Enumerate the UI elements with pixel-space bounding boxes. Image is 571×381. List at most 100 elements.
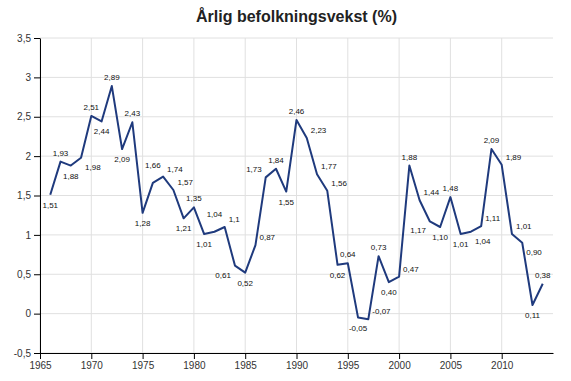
x-tick: 1990 (286, 353, 309, 371)
y-tick-label: -0,5 (14, 348, 32, 359)
data-label: 1,88 (63, 172, 79, 181)
grid-line-x (347, 38, 348, 353)
y-tick: 3,5 (17, 33, 40, 44)
grid-line-x (450, 38, 451, 353)
x-tick-mark (143, 353, 144, 359)
grid-line-x (296, 38, 297, 353)
x-tick: 1995 (337, 353, 360, 371)
data-labels: 1,511,931,881,982,512,442,892,092,431,28… (42, 73, 551, 333)
data-label: 1,88 (402, 153, 418, 162)
chart: 1965197019751980198519901995200020052010… (0, 0, 571, 381)
data-label: 1,56 (331, 179, 347, 188)
grid-line-x (245, 38, 246, 353)
data-label: 1,57 (177, 178, 193, 187)
y-tick: 2 (25, 151, 40, 162)
y-tick-mark (34, 77, 40, 78)
data-label: 1,01 (453, 240, 469, 249)
grid (40, 38, 553, 353)
data-label: 0,47 (403, 265, 419, 274)
y-tick: -0,5 (14, 348, 40, 359)
data-label: 2,23 (311, 126, 327, 135)
grid-line-x (142, 38, 143, 353)
y-tick-mark (34, 235, 40, 236)
data-label: 0,87 (259, 233, 275, 242)
data-label: 1,74 (167, 165, 183, 174)
data-label: 1,48 (443, 184, 459, 193)
data-label: 1,01 (516, 222, 532, 231)
plot-area (50, 86, 542, 319)
x-tick-label: 1975 (132, 360, 155, 371)
data-label: 2,43 (125, 109, 141, 118)
y-tick: 0 (25, 308, 40, 319)
data-label: 1,01 (196, 240, 212, 249)
x-tick-label: 2005 (440, 360, 463, 371)
data-label: 2,46 (289, 107, 305, 116)
x-tick-mark (348, 353, 349, 359)
x-tick-label: 2010 (491, 360, 514, 371)
x-tick-mark (297, 353, 298, 359)
data-label: 1,89 (506, 153, 522, 162)
grid-line-x (91, 38, 92, 353)
x-tick: 1975 (132, 353, 155, 371)
y-tick-label: 3 (25, 72, 31, 83)
data-label: 1,55 (278, 198, 294, 207)
y-tick: 0,5 (17, 269, 40, 280)
x-tick-mark (194, 353, 195, 359)
y-tick-label: 2,5 (17, 111, 31, 122)
x-tick-mark (245, 353, 246, 359)
y-tick: 1,5 (17, 190, 40, 201)
data-label: 0,40 (381, 288, 397, 297)
x-tick-label: 1995 (337, 360, 360, 371)
x-tick: 1965 (29, 353, 52, 371)
x-tick-label: 2000 (388, 360, 411, 371)
y-tick-mark (34, 314, 40, 315)
title: Årlig befolkningsvekst (%) (196, 7, 397, 25)
data-label: 1,77 (321, 162, 337, 171)
data-label: 1,66 (145, 161, 161, 170)
data-label: 1,21 (176, 224, 192, 233)
data-label: 1,44 (424, 188, 440, 197)
y-tick: 3 (25, 72, 40, 83)
data-label: -0,05 (349, 324, 368, 333)
data-label: 1,10 (432, 233, 448, 242)
y-tick-label: 0 (25, 308, 31, 319)
x-tick-mark (40, 353, 41, 359)
data-label: 1,28 (135, 219, 151, 228)
data-label: 1,04 (207, 210, 223, 219)
y-axis: -0,5 0 0,5 1 1,5 2 2,5 3 3,5 (14, 33, 41, 359)
line (50, 86, 542, 319)
y-tick-label: 1,5 (17, 190, 31, 201)
data-label: 0,73 (371, 243, 387, 252)
x-tick-label: 1965 (29, 360, 52, 371)
x-tick-mark (450, 353, 451, 359)
y-tick-mark (34, 196, 40, 197)
y-tick-label: 0,5 (17, 269, 31, 280)
y-tick-mark (34, 117, 40, 118)
x-tick: 2010 (491, 353, 514, 371)
data-label: 2,09 (484, 136, 500, 145)
x-tick: 1985 (235, 353, 258, 371)
y-tick-mark (34, 353, 40, 354)
x-tick-label: 1980 (183, 360, 206, 371)
grid-line-x (399, 38, 400, 353)
data-label: 1,93 (53, 149, 69, 158)
y-tick-mark (34, 156, 40, 157)
y-axis-line (40, 39, 41, 354)
data-label: 1,17 (410, 226, 426, 235)
x-tick: 2000 (388, 353, 411, 371)
data-label: 0,90 (526, 248, 542, 257)
data-label: 2,51 (84, 103, 100, 112)
x-tick-mark (399, 353, 400, 359)
data-label: -0,07 (372, 307, 391, 316)
data-label: 0,61 (215, 271, 231, 280)
y-tick-mark (34, 38, 40, 39)
y-tick-mark (34, 274, 40, 275)
y-tick-label: 2 (25, 151, 31, 162)
x-tick-label: 1985 (235, 360, 258, 371)
x-tick-label: 1990 (286, 360, 309, 371)
data-label: 1,1 (229, 215, 241, 224)
data-label: 0,52 (237, 279, 253, 288)
data-label: 1,98 (85, 163, 101, 172)
x-tick: 1980 (183, 353, 206, 371)
y-tick-label: 1 (25, 230, 31, 241)
